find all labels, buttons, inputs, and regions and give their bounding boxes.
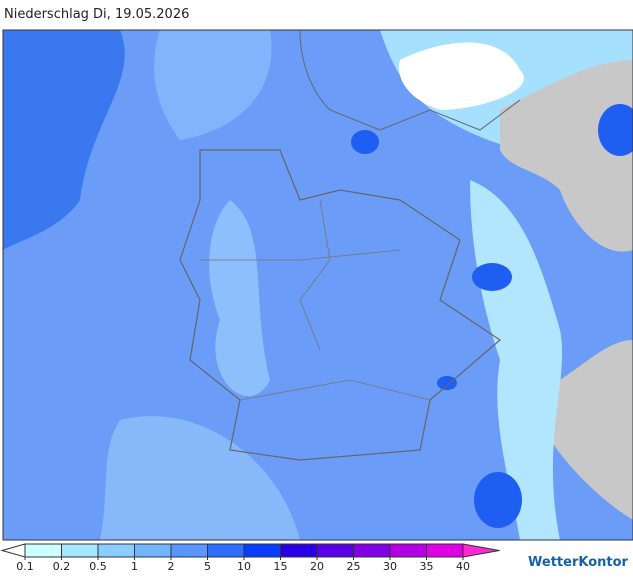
legend-tick-label: 0.2 (53, 560, 71, 573)
legend-tick-label: 10 (237, 560, 251, 573)
legend-over (462, 543, 500, 558)
legend-swatch (353, 543, 391, 558)
legend-swatch (170, 543, 208, 558)
legend: 0.1 0.2 0.5 1 2 5 10 15 20 25 30 35 40 (0, 543, 500, 573)
legend-under (0, 543, 26, 558)
legend-swatch (97, 543, 135, 558)
legend-tick-label: 35 (420, 560, 434, 573)
legend-tick-label: 5 (204, 560, 211, 573)
legend-swatch (280, 543, 318, 558)
legend-tick-label: 1 (131, 560, 138, 573)
legend-swatch (316, 543, 354, 558)
legend-tick-label: 2 (168, 560, 175, 573)
legend-swatch (389, 543, 427, 558)
legend-swatch (24, 543, 62, 558)
legend-tick-label: 0.5 (89, 560, 107, 573)
legend-tick-label: 0.1 (16, 560, 34, 573)
legend-tick-label: 20 (310, 560, 324, 573)
legend-tick-label: 15 (274, 560, 288, 573)
legend-tick-label: 30 (383, 560, 397, 573)
legend-swatch (61, 543, 99, 558)
legend-tick-label: 25 (347, 560, 361, 573)
brand: WetterKontor (528, 555, 629, 570)
map-title: Niederschlag Di, 19.05.2026 (4, 7, 189, 22)
legend-swatch (243, 543, 281, 558)
legend-tick-label: 40 (456, 560, 470, 573)
map (2, 29, 633, 541)
legend-swatch (426, 543, 464, 558)
legend-swatch (134, 543, 172, 558)
legend-swatch (207, 543, 245, 558)
